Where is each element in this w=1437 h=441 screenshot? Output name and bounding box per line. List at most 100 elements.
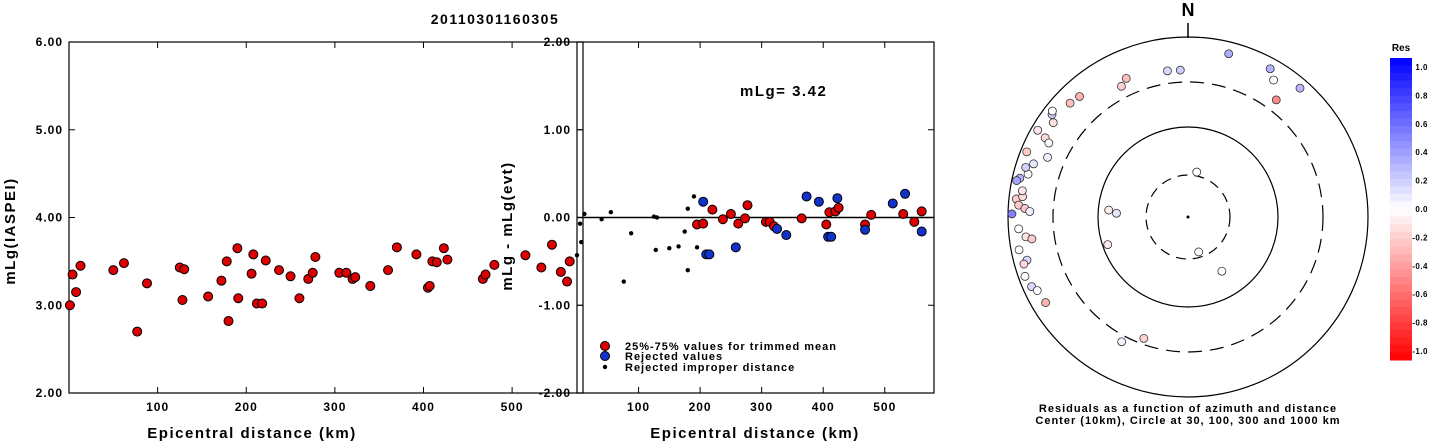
data-point xyxy=(599,217,604,222)
colorbar-segment xyxy=(1390,269,1412,278)
data-point xyxy=(141,278,152,289)
colorbar-segment xyxy=(1390,344,1412,353)
data-point xyxy=(520,250,531,261)
data-point xyxy=(608,210,614,215)
colorbar-segment xyxy=(1390,58,1412,67)
data-point xyxy=(233,293,244,304)
colorbar-segment xyxy=(1390,65,1412,74)
station-point xyxy=(1117,337,1127,347)
station-point xyxy=(1007,209,1017,219)
figure-title: 20110301160305 xyxy=(431,11,559,27)
colorbar-segment xyxy=(1390,337,1412,346)
data-point xyxy=(691,194,697,199)
station-point xyxy=(1112,208,1121,218)
x-tick-label: 500 xyxy=(501,400,524,414)
station-point xyxy=(1029,159,1038,169)
colorbar-segment xyxy=(1390,292,1412,301)
station-point xyxy=(1027,234,1037,244)
station-point xyxy=(1044,138,1054,148)
station-point xyxy=(1025,207,1035,216)
data-point xyxy=(916,226,927,237)
y-tick-label: 6.00 xyxy=(36,35,63,49)
ring-100km xyxy=(1097,126,1279,308)
colorbar-tick-label: -1.0 xyxy=(1412,347,1428,356)
ring-30km xyxy=(1145,174,1231,260)
colorbar-segment xyxy=(1390,261,1412,270)
data-point xyxy=(698,196,709,207)
station-point xyxy=(1047,106,1057,116)
station-point xyxy=(1103,240,1113,250)
data-point xyxy=(733,218,744,229)
data-point xyxy=(574,253,580,258)
station-point xyxy=(1022,147,1032,157)
data-point xyxy=(257,298,268,309)
colorbar-segment xyxy=(1390,276,1412,285)
colorbar-segment xyxy=(1390,329,1412,338)
data-point xyxy=(350,272,361,283)
data-point xyxy=(704,249,715,260)
data-point xyxy=(365,280,376,291)
data-point xyxy=(546,239,557,250)
data-point xyxy=(424,280,435,291)
colorbar-tick-label: -0.8 xyxy=(1412,319,1428,328)
colorbar-segment xyxy=(1390,95,1412,104)
x-tick-label: 200 xyxy=(235,400,258,414)
data-point xyxy=(826,231,837,242)
colorbar-tick-label: 0.0 xyxy=(1415,205,1428,214)
data-point xyxy=(118,258,129,269)
station-point xyxy=(1224,49,1234,59)
data-point xyxy=(108,265,119,276)
station-point xyxy=(1163,66,1172,76)
legend: 25%-75% values for trimmed mean Rejected… xyxy=(600,341,836,374)
legend-label-rejected: Rejected values xyxy=(625,351,723,363)
data-point xyxy=(555,266,566,277)
colorbar-segment xyxy=(1390,216,1412,225)
panel-azimuth-residuals: N Residuals as a function of azimuth and… xyxy=(1007,0,1428,427)
data-point xyxy=(621,279,626,284)
colorbar-tick-label: 0.6 xyxy=(1415,120,1428,129)
data-point xyxy=(431,257,442,268)
colorbar-segment xyxy=(1390,110,1412,119)
colorbar-tick-label: -0.6 xyxy=(1412,290,1428,299)
colorbar-segment xyxy=(1390,178,1412,187)
data-point xyxy=(909,216,920,227)
data-point xyxy=(260,255,271,266)
data-point xyxy=(742,200,753,211)
data-point xyxy=(653,247,658,253)
panel-residual-distance: 100 200 300 400 500 -2.00 -1.00 0.00 1.00 2.00 mL… xyxy=(499,35,935,441)
station-point xyxy=(1021,162,1031,172)
colorbar-tick-label: -0.4 xyxy=(1412,262,1428,271)
data-point xyxy=(676,244,681,249)
station-point xyxy=(1271,95,1281,105)
data-point xyxy=(310,251,321,262)
data-point xyxy=(285,271,296,282)
colorbar-segment xyxy=(1390,246,1412,255)
x-tick-label: 300 xyxy=(750,400,773,414)
station-point xyxy=(1048,118,1058,128)
x-tick-label: 400 xyxy=(412,400,435,414)
y-axis-label: mLg - mLg(evt) xyxy=(499,161,516,290)
center-point xyxy=(1186,215,1190,219)
y-tick-label: 2.00 xyxy=(36,386,63,400)
colorbar-segment xyxy=(1390,239,1412,248)
station-point xyxy=(1139,333,1149,343)
data-point xyxy=(685,267,690,273)
data-point xyxy=(579,239,584,245)
colorbar-title: Res xyxy=(1392,43,1411,54)
colorbar-segment xyxy=(1390,73,1412,82)
colorbar-segment xyxy=(1390,156,1412,165)
station-point xyxy=(1121,73,1131,83)
y-tick-label: 3.00 xyxy=(36,298,63,312)
data-point xyxy=(536,262,547,273)
colorbar-segment xyxy=(1390,193,1412,202)
north-label: N xyxy=(1182,0,1195,20)
y-tick-label: 0.00 xyxy=(544,211,571,225)
data-point xyxy=(740,213,751,224)
data-point xyxy=(900,188,911,199)
station-point xyxy=(1295,83,1305,93)
x-tick-label: 100 xyxy=(627,400,650,414)
data-point xyxy=(781,230,792,241)
data-point xyxy=(294,293,305,304)
x-tick-label: 300 xyxy=(323,400,346,414)
data-point xyxy=(821,219,832,230)
